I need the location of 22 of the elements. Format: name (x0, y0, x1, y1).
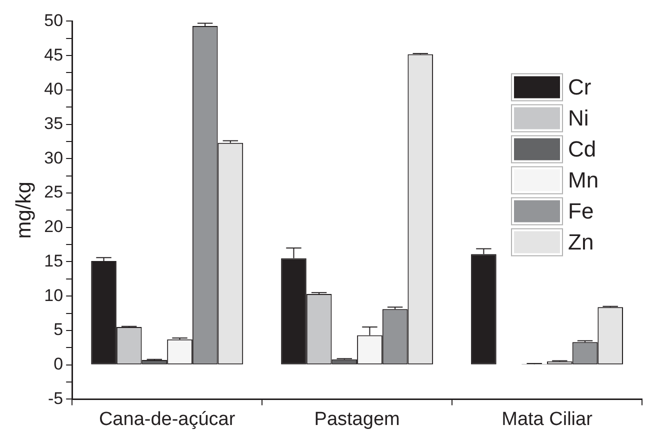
y-tick-label: 15 (44, 251, 64, 270)
y-tick-label: 45 (44, 45, 64, 64)
legend-label: Mn (568, 167, 599, 192)
y-tick-label: 40 (44, 80, 64, 99)
y-tick-label: 10 (44, 286, 64, 305)
y-tick-label: 20 (44, 217, 64, 236)
legend-label: Fe (568, 198, 594, 224)
x-tick-label: Cana-de-açúcar (98, 408, 236, 430)
y-axis-title: mg/kg (12, 182, 36, 239)
legend-label: Cd (568, 136, 596, 162)
x-tick-label: Mata Ciliar (502, 408, 594, 430)
legend-label: Ni (568, 105, 589, 130)
x-tick-label: Pastagem (314, 408, 400, 430)
y-tick-label: 50 (44, 10, 64, 30)
y-tick-label: 25 (44, 182, 64, 202)
y-tick-label: 5 (54, 320, 64, 340)
y-tick-label: 30 (44, 148, 64, 168)
legend-label: Cr (568, 74, 592, 100)
legend-label: Zn (568, 229, 594, 254)
y-tick-label: -5 (48, 388, 64, 408)
y-tick-label: 0 (54, 354, 64, 374)
y-tick-label: 35 (44, 114, 64, 133)
